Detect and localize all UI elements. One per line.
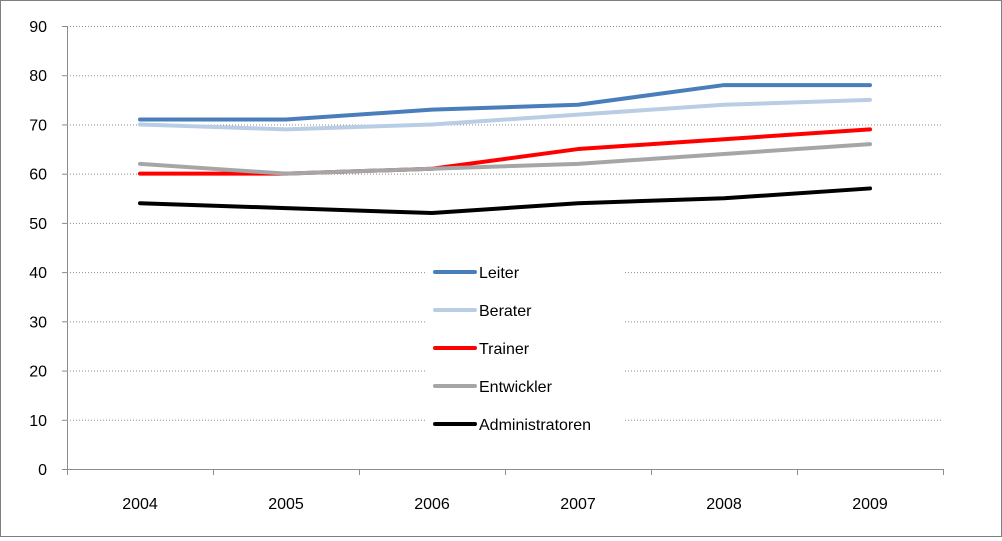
x-tick-label: 2008 <box>706 496 742 513</box>
legend-label: Trainer <box>479 341 530 358</box>
series-lines <box>138 83 872 216</box>
y-tick-label: 60 <box>29 167 47 184</box>
series-line-administratoren <box>138 186 872 216</box>
y-tick-label: 70 <box>29 117 47 134</box>
y-tick-label: 40 <box>29 265 47 282</box>
y-tick-label: 30 <box>29 314 47 331</box>
y-tick-label: 80 <box>29 68 47 85</box>
series-line-berater <box>138 97 872 132</box>
y-tick-label: 50 <box>29 216 47 233</box>
series-line-entwickler <box>138 142 872 176</box>
legend: Leiter Berater Trainer Entwickler Administra… <box>427 253 625 448</box>
x-tick-label: 2006 <box>414 496 450 513</box>
x-tick-label: 2009 <box>852 496 888 513</box>
y-tick-label: 90 <box>29 19 47 36</box>
y-tick-label: 0 <box>38 462 47 479</box>
y-tick-label: 20 <box>29 364 47 381</box>
x-tick-label: 2005 <box>268 496 304 513</box>
legend-label: Berater <box>479 303 532 320</box>
legend-label: Leiter <box>479 265 520 282</box>
x-tick-label: 2007 <box>560 496 596 513</box>
y-tick-label: 10 <box>29 413 47 430</box>
x-tick-label: 2004 <box>122 496 158 513</box>
legend-label: Administratoren <box>479 417 591 434</box>
legend-label: Entwickler <box>479 379 553 396</box>
series-line-leiter <box>138 83 872 122</box>
axes: 0 10 20 30 40 50 60 70 80 90 2004 2005 2006 2007 2008 2… <box>29 19 944 513</box>
legend-background <box>427 253 625 448</box>
